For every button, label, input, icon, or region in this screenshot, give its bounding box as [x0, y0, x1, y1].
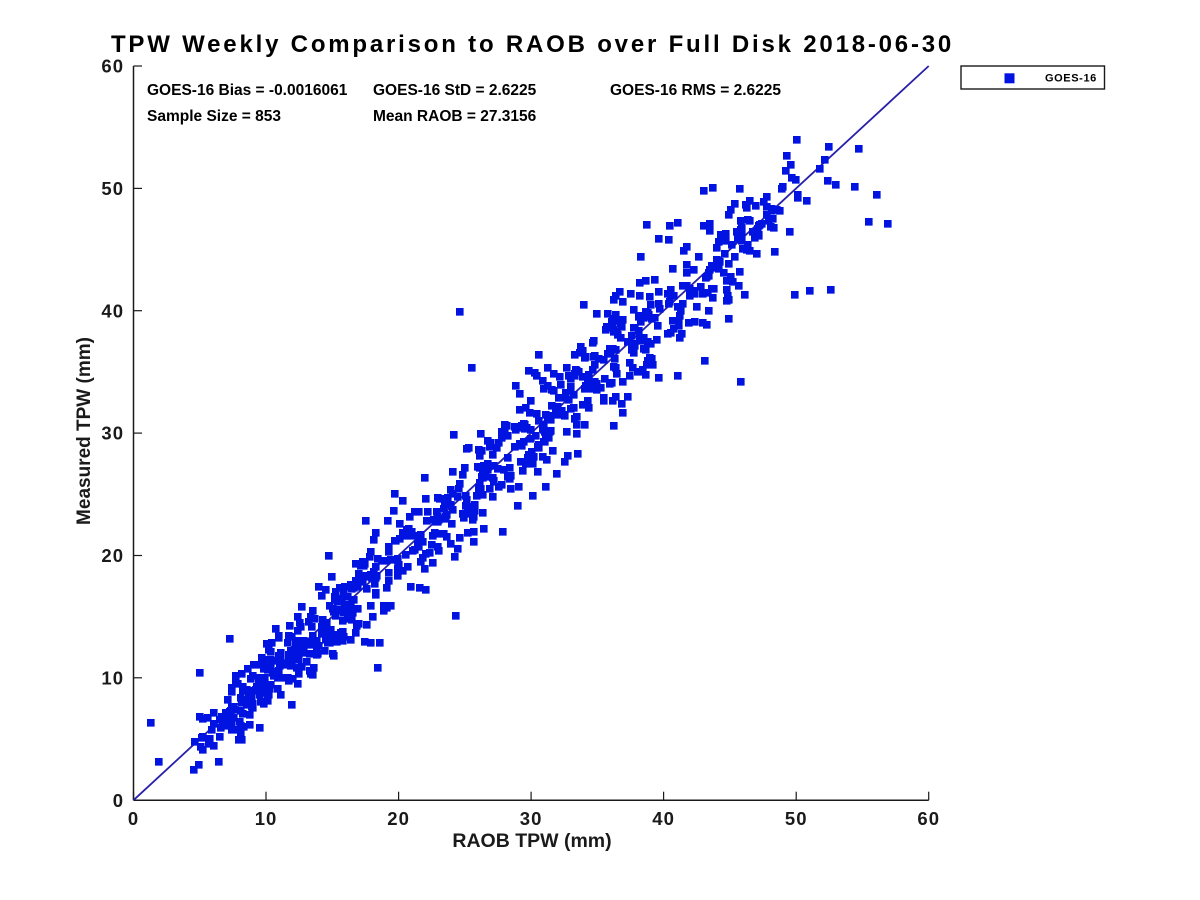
svg-text:20: 20 — [101, 545, 124, 566]
svg-text:30: 30 — [101, 423, 124, 444]
svg-text:40: 40 — [652, 808, 675, 829]
svg-text:40: 40 — [101, 300, 124, 321]
svg-text:50: 50 — [101, 178, 124, 199]
svg-text:20: 20 — [387, 808, 410, 829]
svg-text:0: 0 — [128, 808, 139, 829]
svg-text:0: 0 — [113, 790, 124, 811]
svg-text:GOES-16 Bias = -0.0016061: GOES-16 Bias = -0.0016061 — [147, 82, 348, 99]
svg-text:GOES-16: GOES-16 — [1045, 73, 1097, 85]
svg-text:RAOB TPW (mm): RAOB TPW (mm) — [452, 830, 611, 852]
svg-text:10: 10 — [101, 667, 124, 688]
svg-text:50: 50 — [785, 808, 808, 829]
svg-text:60: 60 — [917, 808, 940, 829]
svg-text:60: 60 — [101, 56, 124, 77]
svg-text:TPW Weekly Comparison to RAOB: TPW Weekly Comparison to RAOB over Full … — [111, 31, 954, 58]
svg-text:GOES-16 StD = 2.6225: GOES-16 StD = 2.6225 — [373, 82, 537, 99]
svg-text:Mean RAOB = 27.3156: Mean RAOB = 27.3156 — [373, 108, 537, 125]
svg-text:10: 10 — [255, 808, 278, 829]
svg-text:Measured TPW (mm): Measured TPW (mm) — [74, 337, 95, 525]
svg-text:30: 30 — [520, 808, 543, 829]
svg-text:Sample Size = 853: Sample Size = 853 — [147, 108, 281, 125]
svg-text:GOES-16 RMS = 2.6225: GOES-16 RMS = 2.6225 — [610, 82, 781, 99]
